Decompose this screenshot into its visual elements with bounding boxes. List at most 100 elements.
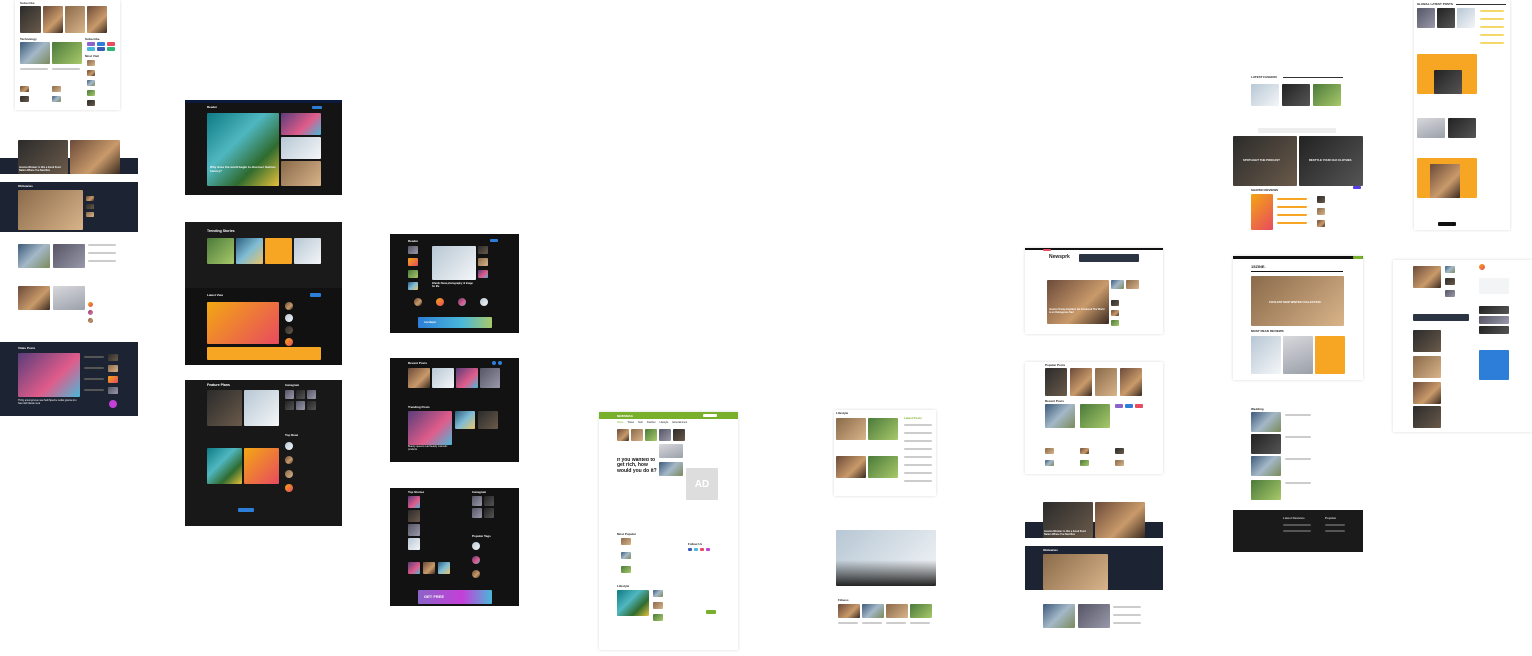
thumb-wedding[interactable]: Wedding Latest Reviews Popular bbox=[1233, 406, 1363, 552]
thumb-feature-plans[interactable]: Feature Plans Instagram Top Read bbox=[185, 380, 342, 526]
ad-banner[interactable]: nordvpn bbox=[418, 317, 492, 328]
thumb-image bbox=[43, 6, 63, 33]
logo[interactable]: Reader bbox=[207, 105, 218, 109]
top-bar bbox=[1233, 256, 1363, 259]
avatar bbox=[480, 298, 488, 306]
logo[interactable]: 15ZINE. bbox=[1251, 264, 1266, 269]
social-button[interactable] bbox=[1125, 404, 1133, 408]
social-button[interactable] bbox=[97, 42, 105, 46]
hero-image bbox=[70, 140, 120, 174]
promo-box[interactable] bbox=[1479, 350, 1509, 380]
thumb-blog-sidebar[interactable] bbox=[1393, 260, 1532, 432]
banner-image[interactable]: COOLEST NEW WINTER COLLECTION bbox=[1251, 276, 1344, 326]
social-button[interactable] bbox=[97, 47, 105, 51]
nav-item[interactable]: Travel bbox=[627, 421, 634, 424]
thumb-top-stories[interactable]: Top Stories Instagram Popular Tags GET F… bbox=[390, 488, 519, 606]
side-title: Follow Us bbox=[688, 542, 703, 546]
subscribe-button[interactable] bbox=[312, 106, 322, 109]
thumb-reader-photography[interactable]: Reader Infantis Nova photography of imag… bbox=[390, 234, 519, 333]
nav-item[interactable]: Fashion bbox=[647, 421, 656, 424]
social-button[interactable] bbox=[694, 548, 698, 551]
thumb-newsprk[interactable]: Newsprk Jessica Trump Explains the Faceb… bbox=[1025, 248, 1163, 334]
load-more-button[interactable] bbox=[1438, 222, 1456, 226]
play-icon[interactable] bbox=[109, 400, 117, 408]
social-button[interactable] bbox=[688, 548, 692, 551]
thumb-reader-hero[interactable]: Reader Why does the world begin to disco… bbox=[185, 100, 342, 195]
social-button[interactable] bbox=[1135, 404, 1143, 408]
thumb-trending-stories[interactable]: Trending Stories Latest View bbox=[185, 222, 342, 365]
search-input[interactable] bbox=[1479, 278, 1509, 294]
section-title: Subscribe bbox=[85, 37, 100, 41]
text-line bbox=[862, 622, 882, 624]
thumb-fitness[interactable]: Fitness bbox=[836, 530, 936, 656]
section-title: MOST READ REVIEWS bbox=[1251, 329, 1284, 333]
search-input[interactable] bbox=[703, 414, 717, 417]
logo[interactable]: NEWSMAG bbox=[617, 414, 633, 418]
text-line bbox=[904, 448, 932, 450]
text-line bbox=[904, 464, 932, 466]
nav-item[interactable]: Lifestyle bbox=[659, 421, 669, 424]
social-button[interactable] bbox=[107, 42, 115, 46]
thumb-15zine[interactable]: 15ZINE. COOLEST NEW WINTER COLLECTION MO… bbox=[1233, 256, 1363, 380]
thumb-image bbox=[868, 456, 898, 478]
section-title: Most Popular bbox=[617, 532, 637, 536]
hero-overlay bbox=[836, 560, 936, 586]
thumb-image bbox=[1115, 448, 1124, 454]
arrow-icon[interactable] bbox=[498, 361, 502, 365]
thumb-image bbox=[1413, 266, 1441, 288]
thumb-image bbox=[87, 6, 107, 33]
social-button[interactable] bbox=[107, 47, 115, 51]
cta-banner[interactable]: GET FREE bbox=[418, 590, 492, 604]
thumb-lifestyle[interactable]: Lifestyle Latest Posts bbox=[834, 410, 936, 496]
social-button[interactable] bbox=[1115, 404, 1123, 408]
social-button[interactable] bbox=[706, 548, 710, 551]
banner-podcast[interactable]: SPOTLIGHT THE PODCAST bbox=[1233, 136, 1297, 186]
thumb-image bbox=[52, 86, 61, 92]
thumb-magazine-subscribe[interactable]: Subscribe Technology Subscribe Most Visi… bbox=[15, 0, 120, 110]
social-button[interactable] bbox=[87, 47, 95, 51]
social-button[interactable] bbox=[700, 548, 704, 551]
avatar bbox=[88, 302, 93, 307]
load-more-button[interactable] bbox=[1258, 128, 1336, 133]
thumb-recent-posts[interactable]: Recent Posts Trending Posts Beauty queen… bbox=[390, 358, 519, 462]
ad-placeholder[interactable]: AD bbox=[686, 468, 718, 500]
banner-text: nordvpn bbox=[424, 320, 436, 324]
text-line bbox=[20, 68, 48, 70]
view-all-button[interactable] bbox=[310, 293, 321, 297]
subscribe-button[interactable] bbox=[490, 239, 498, 242]
thumb-image bbox=[1045, 460, 1054, 466]
avatar bbox=[285, 326, 293, 334]
nav-bar bbox=[1251, 271, 1343, 272]
feature-image bbox=[1043, 554, 1108, 590]
nav-item[interactable]: Home bbox=[617, 421, 624, 424]
nav-item[interactable]: Entertainment bbox=[672, 421, 688, 424]
load-more-button[interactable] bbox=[238, 508, 254, 512]
logo[interactable]: Newsprk bbox=[1049, 254, 1070, 260]
hero-headline: Why does the world begin to discover fas… bbox=[210, 166, 276, 173]
thumb-video-posts[interactable]: Video Posts Thrtty annonymous new Self-S… bbox=[0, 342, 138, 416]
thumb-popular-posts[interactable]: Popular Posts Recent Posts bbox=[1025, 362, 1163, 474]
newsletter-bar[interactable] bbox=[1413, 314, 1469, 321]
section-title: Feature Plans bbox=[207, 383, 230, 387]
ad-banner[interactable] bbox=[1079, 254, 1139, 262]
text-line bbox=[88, 244, 116, 246]
thumb-image bbox=[1317, 196, 1325, 203]
section-title: Obituaries bbox=[18, 184, 33, 188]
nav-item[interactable]: Tech bbox=[637, 421, 644, 424]
social-button[interactable] bbox=[87, 42, 95, 46]
section-title: Technology bbox=[20, 37, 37, 41]
thumb-image bbox=[1413, 356, 1441, 378]
logo[interactable]: Reader bbox=[408, 239, 419, 243]
thumb-latest-fashion[interactable]: LATEST FASHION SPOTLIGHT THE PODCAST RES… bbox=[1233, 74, 1363, 240]
thumb-global-latest[interactable]: GLOBAL LATEST POSTS bbox=[1414, 0, 1510, 230]
thumb-obituaries-dark[interactable]: Jessica Woman: Is this a Good Food Natio… bbox=[0, 140, 138, 328]
avatar bbox=[414, 298, 422, 306]
arrow-icon[interactable] bbox=[492, 361, 496, 365]
video-headline: Thrtty annonymous new Self-Spectre redis… bbox=[18, 399, 77, 405]
subscribe-button[interactable] bbox=[706, 610, 716, 614]
thumb-image bbox=[1417, 118, 1445, 138]
thumb-newsmag[interactable]: NEWSMAG Home Travel Tech Fashion Lifestyle En… bbox=[599, 412, 738, 650]
text-line bbox=[84, 367, 104, 369]
banner-clothes[interactable]: RESTYLE YOUR OLD CLOTHES bbox=[1299, 136, 1363, 186]
thumb-obituaries-dark-2[interactable]: Jessica Woman: Is this a Good Food Natio… bbox=[1025, 502, 1163, 642]
